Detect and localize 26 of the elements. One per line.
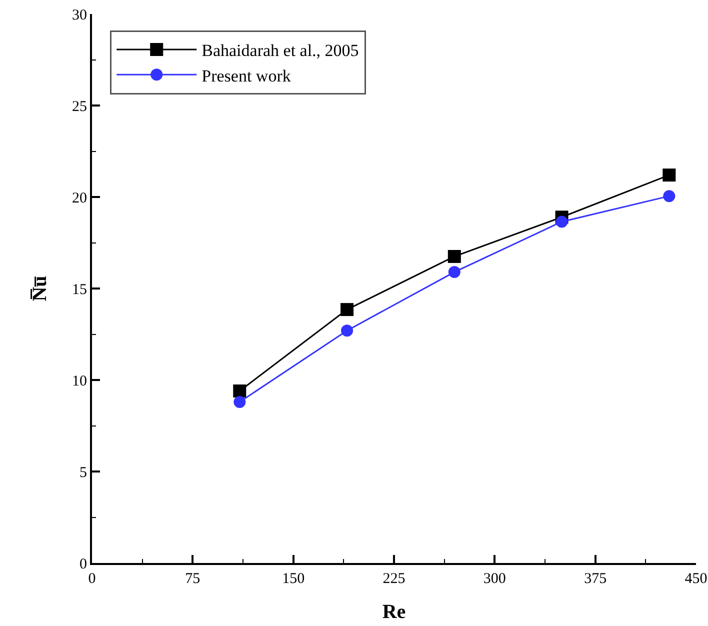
point: [556, 216, 568, 228]
y-axis-title: N̅u̅: [29, 276, 51, 302]
y-tick-label: 15: [72, 282, 87, 298]
x-tick-label: 150: [282, 571, 305, 587]
y-tick-label: 5: [80, 464, 87, 481]
x-tick-label: 300: [483, 571, 506, 587]
x-tick-label: 75: [185, 571, 200, 587]
point: [340, 303, 354, 316]
point: [448, 266, 460, 278]
x-tick-label: 375: [584, 571, 607, 587]
point: [663, 190, 676, 202]
point: [662, 168, 676, 182]
legend-label: Present work: [202, 66, 292, 86]
point: [233, 384, 246, 398]
point: [448, 250, 461, 263]
y-tick-label: 10: [72, 373, 87, 390]
x-tick-label: 450: [684, 571, 708, 587]
legend-label: Bahaidarah et al., 2005: [202, 41, 359, 60]
x-axis-title: Re: [382, 601, 406, 623]
y-tick-label: 25: [72, 98, 87, 115]
point: [341, 324, 354, 337]
x-tick-label: 225: [382, 571, 406, 587]
y-tick-label: 20: [72, 190, 87, 206]
point: [234, 396, 246, 408]
y-tick-label: 0: [80, 556, 87, 572]
y-tick-label: 30: [72, 7, 87, 24]
